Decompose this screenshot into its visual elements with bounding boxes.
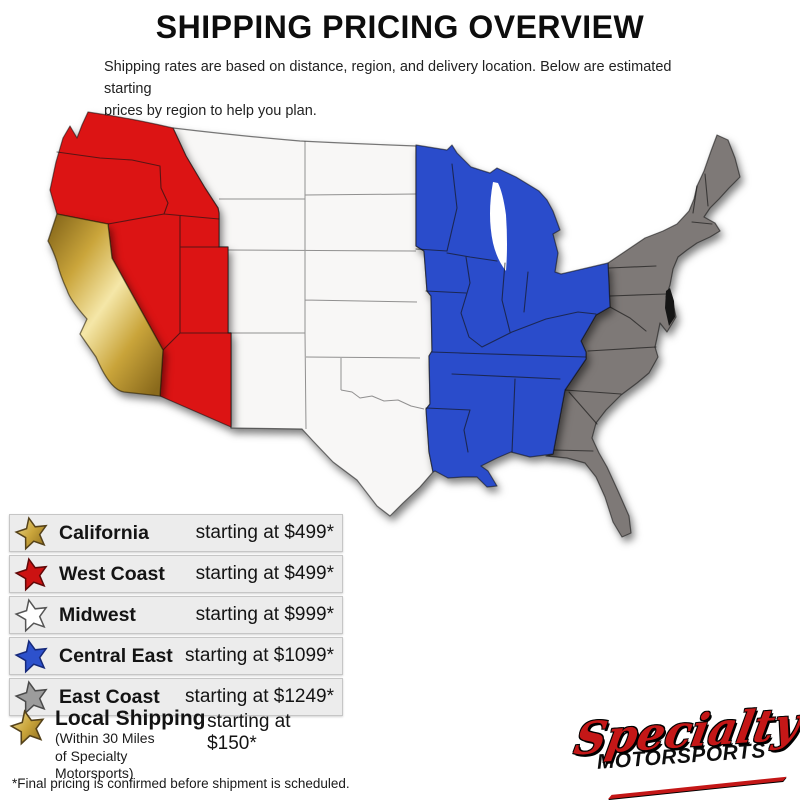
- local-shipping-price: starting at $150*: [207, 711, 291, 754]
- local-shipping-sub-1: (Within 30 Miles: [55, 730, 155, 747]
- specialty-motorsports-logo: Specialty MOTORSPORTS: [570, 698, 800, 799]
- region-east-coast: [545, 134, 741, 538]
- region-west-coast: [49, 111, 232, 428]
- region-label: Midwest: [59, 603, 136, 626]
- pricing-legend: California starting at $499* West Coast …: [9, 514, 343, 719]
- region-label: Central East: [59, 644, 173, 667]
- region-price: starting at $1249*: [185, 686, 334, 707]
- white-star-icon: [14, 598, 48, 633]
- page-subtitle: Shipping rates are based on distance, re…: [104, 57, 714, 122]
- legend-row-midwest: Midwest starting at $999*: [9, 596, 343, 634]
- local-shipping-row: Local Shipping (Within 30 Miles of Speci…: [9, 707, 343, 783]
- region-price: starting at $499*: [195, 522, 334, 543]
- legend-row-california: California starting at $499*: [9, 514, 343, 552]
- region-label: East Coast: [59, 685, 160, 708]
- local-shipping-text: Local Shipping (Within 30 Miles of Speci…: [55, 707, 207, 783]
- legend-row-east-coast: East Coast starting at $1249*: [9, 678, 343, 716]
- pricing-footnote: *Final pricing is confirmed before shipm…: [12, 776, 350, 791]
- gray-star-icon: [14, 680, 48, 715]
- gold-star-icon: [14, 516, 48, 551]
- legend-row-central-east: Central East starting at $1099*: [9, 637, 343, 675]
- region-label: West Coast: [59, 562, 165, 585]
- east-coast-state-borders: [552, 173, 713, 452]
- gold-star-icon: [9, 709, 45, 746]
- region-price: starting at $499*: [195, 563, 334, 584]
- west-coast-state-borders: [56, 151, 232, 351]
- subtitle-line-2: prices by region to help you plan.: [104, 102, 317, 119]
- region-price: starting at $999*: [195, 604, 334, 625]
- subtitle-line-1: Shipping rates are based on distance, re…: [104, 59, 672, 97]
- region-california: [47, 213, 164, 397]
- region-label: California: [59, 521, 149, 544]
- midwest-state-borders: [219, 141, 425, 430]
- legend-row-west-coast: West Coast starting at $499*: [9, 555, 343, 593]
- blue-star-icon: [14, 639, 48, 674]
- central-east-state-borders: [415, 163, 597, 453]
- local-shipping-sub-2: of Specialty Motorsports): [55, 747, 134, 782]
- chesapeake-bay: [665, 288, 675, 326]
- region-price: starting at $1099*: [185, 645, 334, 666]
- lake-michigan: [490, 182, 507, 271]
- red-star-icon: [14, 557, 48, 592]
- page-title: SHIPPING PRICING OVERVIEW: [155, 9, 645, 45]
- local-shipping-label: Local Shipping: [55, 707, 206, 730]
- region-central-east: [415, 144, 611, 488]
